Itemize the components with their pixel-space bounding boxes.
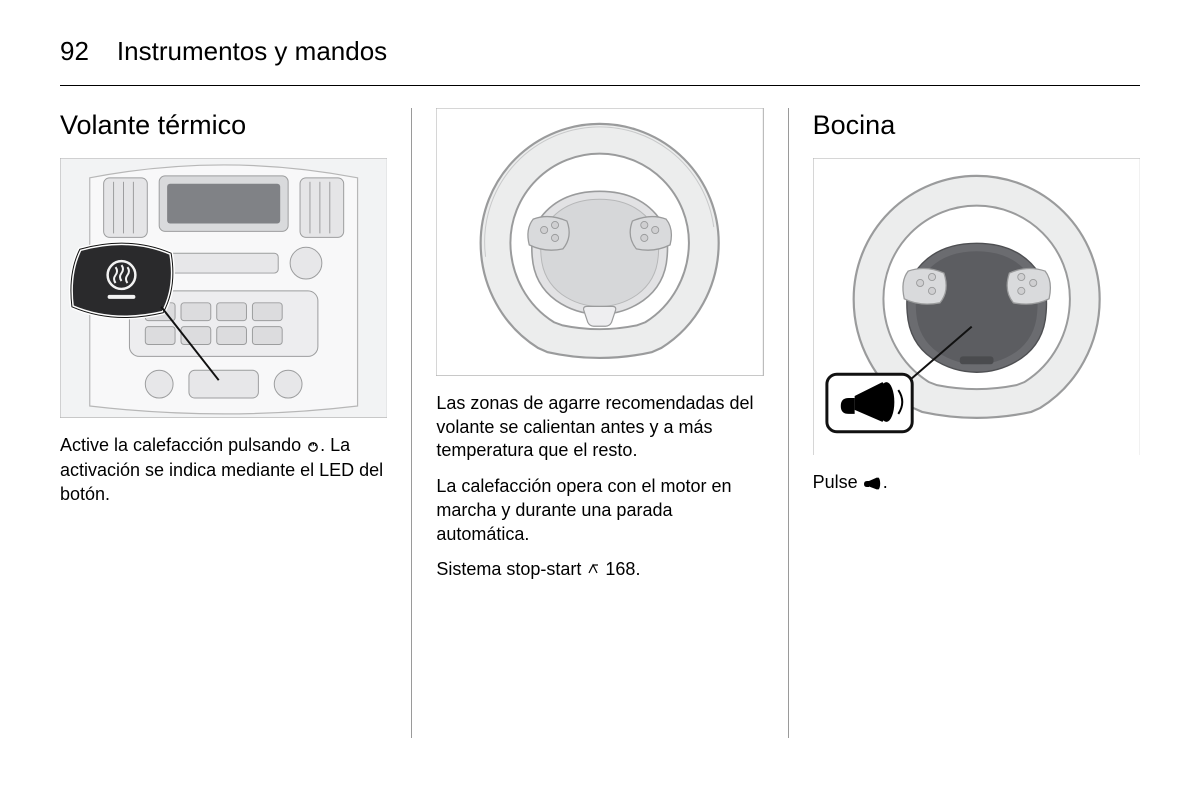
figure-steering-wheel-horn bbox=[813, 158, 1140, 456]
text-run: . bbox=[635, 559, 640, 579]
page-header: 92 Instrumentos y mandos bbox=[60, 36, 1140, 86]
paragraph-engine-running: La calefacción opera con el motor en mar… bbox=[436, 475, 763, 546]
paragraph-horn-press: Pulse . bbox=[813, 471, 1140, 497]
page-number: 92 bbox=[60, 36, 89, 67]
paragraph-heating-activation: Active la calefacción pulsando . La acti… bbox=[60, 434, 387, 507]
horn-icon bbox=[863, 473, 883, 497]
steering-wheel-horn-illustration bbox=[813, 158, 1140, 456]
column-1: Volante térmico bbox=[60, 108, 407, 738]
text-run: Active la calefacción pulsando bbox=[60, 435, 306, 455]
column-2: Las zonas de agarre recomendadas del vol… bbox=[416, 108, 783, 738]
text-run: . bbox=[883, 472, 888, 492]
figure-dashboard-heated-wheel-button bbox=[60, 158, 387, 418]
heading-bocina: Bocina bbox=[813, 108, 1140, 144]
figure-steering-wheel-grip-zones bbox=[436, 108, 763, 376]
column-3: Bocina bbox=[793, 108, 1140, 738]
content-columns: Volante térmico bbox=[60, 108, 1140, 738]
cross-reference-page: 168 bbox=[605, 559, 635, 579]
paragraph-stop-start-ref: Sistema stop-start 168. bbox=[436, 558, 763, 583]
column-divider bbox=[788, 108, 789, 738]
heading-volante-termico: Volante térmico bbox=[60, 108, 387, 144]
chapter-title: Instrumentos y mandos bbox=[117, 36, 387, 67]
heated-steering-icon bbox=[306, 436, 320, 460]
paragraph-grip-zones: Las zonas de agarre recomendadas del vol… bbox=[436, 392, 763, 463]
column-divider bbox=[411, 108, 412, 738]
dashboard-illustration bbox=[60, 158, 387, 418]
text-run: Pulse bbox=[813, 472, 863, 492]
cross-reference-icon bbox=[586, 559, 600, 583]
text-run: Sistema stop-start bbox=[436, 559, 586, 579]
steering-wheel-illustration bbox=[436, 108, 763, 376]
